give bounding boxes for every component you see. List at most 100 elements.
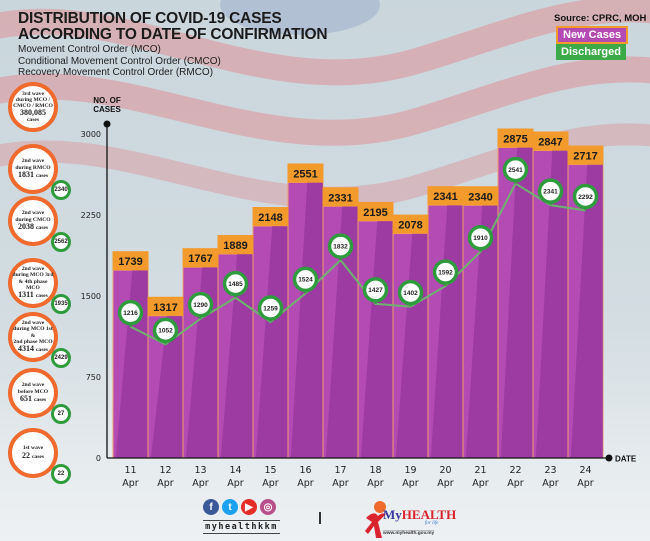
discharged-marker	[117, 299, 144, 326]
wave-discharged-badge: 22	[51, 464, 71, 484]
wave-label: & 4th phase MCO	[18, 278, 48, 291]
wave-label: 2nd wave	[21, 320, 45, 327]
legend-new-cases: New Cases	[556, 26, 629, 44]
bar-value-label: 2148	[258, 212, 282, 224]
wave-label: before MCO	[17, 388, 49, 395]
y-tick-label: 1500	[81, 292, 101, 301]
x-tick-month: Apr	[577, 478, 594, 489]
bar-value-label-bg	[322, 187, 359, 207]
x-tick-day: 12	[159, 465, 171, 476]
bar-value-label-bg	[427, 186, 464, 206]
bar-value-label-bg	[112, 251, 149, 271]
wave-discharged-badge: 2429	[51, 348, 71, 368]
x-tick-month: Apr	[472, 478, 489, 489]
wave-bubble: 2nd wave during RMCO 1831 cases	[8, 144, 58, 194]
source-label: Source: CPRC, MOH	[554, 13, 647, 24]
bar-value-label-bg	[462, 186, 499, 206]
x-tick-month: Apr	[297, 478, 314, 489]
myhealth-tagline: for life	[425, 521, 439, 526]
wave-cases: 4314 cases	[17, 343, 49, 353]
wave-label: 2nd wave	[21, 158, 45, 165]
wave-discharged-badge: 1935	[51, 294, 71, 314]
wave-label: during MCO 3rd	[12, 272, 54, 279]
x-axis-dot	[605, 454, 613, 462]
x-tick-month: Apr	[507, 478, 524, 489]
wave-unit: cases	[26, 117, 40, 124]
y-tick-label: 3000	[81, 130, 101, 139]
wave-label: 2nd phase MCO	[13, 338, 53, 345]
bar-shade	[535, 150, 568, 459]
bar-value-label-bg	[357, 201, 394, 221]
wave-bubble: 2nd wave before MCO 651 cases	[8, 368, 58, 418]
discharged-marker	[432, 259, 459, 285]
wave-discharged-badge: 2562	[51, 232, 71, 252]
discharged-marker	[467, 224, 494, 251]
discharged-marker	[397, 279, 424, 306]
wave-bubble: 3rd wave during MCO / CMCO / RMCO 380,085 ca…	[8, 82, 58, 132]
discharged-value-label: 1290	[193, 302, 208, 309]
myhealth-brand: MyHEALTH	[383, 507, 457, 522]
wave-label: during RMCO	[15, 164, 51, 171]
discharged-marker	[327, 233, 354, 259]
bar-shade	[325, 206, 358, 458]
title-line-2: ACCORDING TO DATE OF CONFIRMATION	[18, 26, 328, 43]
bar-value-label: 2078	[398, 220, 422, 232]
discharged-value-label: 2341	[543, 188, 558, 195]
bar-shade	[500, 147, 533, 458]
facebook-icon[interactable]: f	[203, 499, 219, 515]
bar-shade	[570, 164, 603, 458]
wave-label: 1st wave	[22, 445, 44, 452]
x-tick-day: 14	[229, 465, 241, 476]
bar-value-label: 2875	[503, 134, 527, 146]
bar-shade	[290, 182, 323, 458]
bar-value-label-bg	[392, 214, 429, 234]
x-tick-day: 13	[194, 465, 206, 476]
wave-discharged-badge: 27	[51, 404, 71, 424]
wave-label: during MCO /	[15, 96, 51, 103]
myhealth-logo-icon	[365, 501, 386, 538]
discharged-value-label: 1524	[298, 277, 313, 284]
discharged-marker	[257, 295, 284, 321]
bar-value-label: 2341	[433, 191, 457, 203]
myhealth-url[interactable]: www.myhealth.gov.my	[383, 530, 435, 536]
bar-value-label-bg	[532, 131, 569, 151]
x-tick-day: 17	[334, 465, 346, 476]
x-axis-label: DATE	[615, 455, 637, 464]
y-tick-label: 750	[86, 373, 101, 382]
x-tick-month: Apr	[122, 478, 139, 489]
discharged-value-label: 1592	[438, 269, 453, 276]
x-tick-day: 20	[439, 465, 451, 476]
instagram-icon[interactable]: ◎	[260, 499, 276, 515]
wave-bubble: 2nd wave during CMCO 2038 cases	[8, 196, 58, 246]
discharged-value-label: 1402	[403, 290, 418, 297]
x-tick-month: Apr	[262, 478, 279, 489]
x-tick-day: 18	[369, 465, 381, 476]
bar-shade	[465, 205, 498, 458]
subtitle-rmco: Recovery Movement Control Order (RMCO)	[18, 67, 214, 78]
discharged-value-label: 2541	[508, 167, 523, 174]
bar-shade	[185, 267, 218, 458]
footer-separator	[319, 512, 321, 524]
wave-cases: 651 cases	[19, 393, 47, 403]
social-icons: f t ▶ ◎	[203, 499, 276, 515]
discharged-value-label: 1832	[333, 243, 348, 250]
x-tick-day: 19	[404, 465, 416, 476]
discharged-value-label: 1485	[228, 281, 243, 288]
youtube-icon[interactable]: ▶	[241, 499, 257, 515]
discharged-marker	[572, 183, 599, 210]
twitter-icon[interactable]: t	[222, 499, 238, 515]
bar-value-label-bg	[567, 145, 604, 165]
x-tick-day: 11	[124, 465, 136, 476]
x-tick-month: Apr	[542, 478, 559, 489]
bar-shade	[360, 220, 393, 458]
subtitle: Movement Control Order (MCO) Conditional…	[18, 44, 221, 79]
social-handle[interactable]: myhealthkkm	[203, 520, 280, 534]
bar-shade	[150, 315, 183, 458]
x-tick-day: 24	[579, 465, 591, 476]
discharged-marker	[537, 178, 564, 204]
wave-cases: 1831 cases	[17, 169, 49, 179]
y-tick-label: 2250	[81, 211, 101, 220]
discharged-value-label: 2292	[578, 194, 593, 201]
x-tick-month: Apr	[367, 478, 384, 489]
